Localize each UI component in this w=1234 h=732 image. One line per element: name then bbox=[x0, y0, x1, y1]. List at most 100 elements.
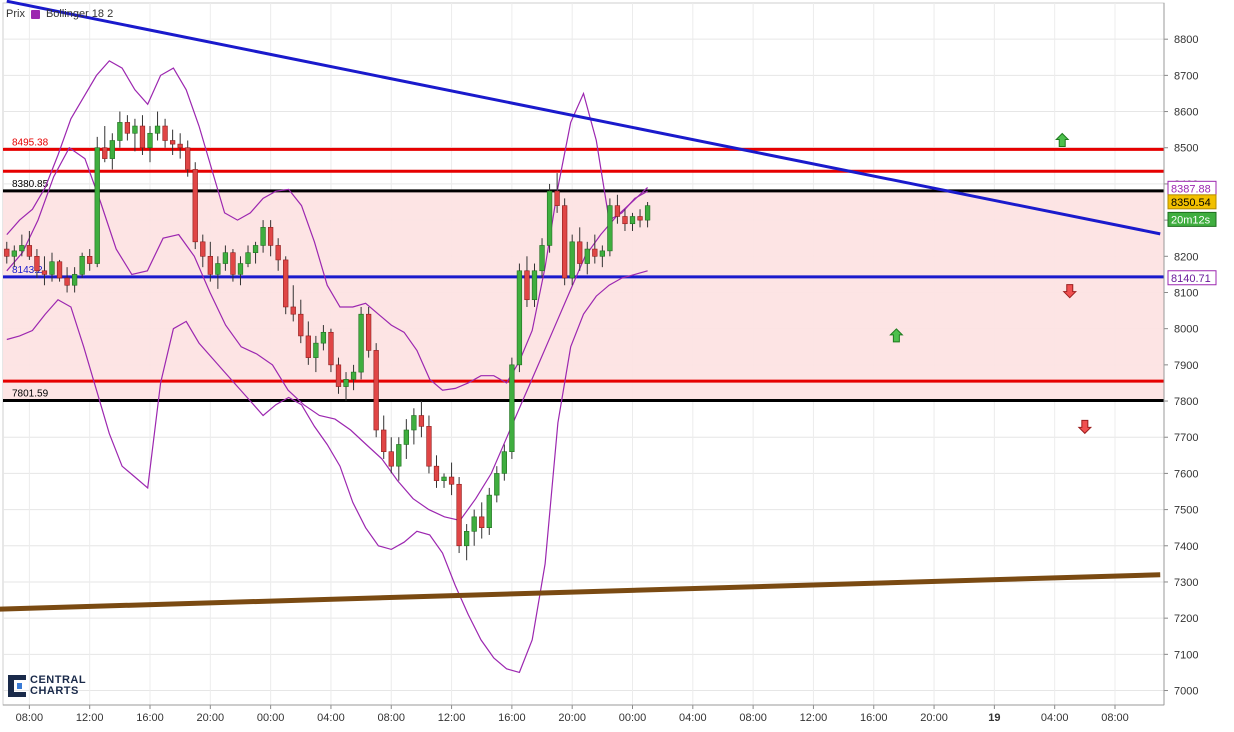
candle-body bbox=[622, 216, 628, 225]
signal-arrows bbox=[889, 132, 1093, 435]
x-tick-label: 00:00 bbox=[257, 712, 285, 724]
candle-body bbox=[215, 263, 221, 275]
candle-body bbox=[366, 313, 372, 351]
y-tick-label: 8700 bbox=[1174, 70, 1198, 82]
y-tick-label: 7700 bbox=[1174, 432, 1198, 444]
candle-body bbox=[350, 371, 357, 380]
y-tick-label: 8600 bbox=[1174, 107, 1198, 119]
candle-body bbox=[418, 415, 425, 427]
candle-body bbox=[644, 205, 651, 221]
price-tags: 8387.88 8350.54 20m12s 8140.71 bbox=[1167, 180, 1217, 286]
candle-body bbox=[562, 205, 568, 279]
candle-body bbox=[479, 516, 485, 528]
candle-body bbox=[162, 125, 168, 141]
candle-body bbox=[313, 342, 319, 358]
trend-lines bbox=[0, 0, 1161, 612]
candle-body bbox=[71, 274, 78, 286]
candle-body bbox=[441, 476, 447, 481]
x-tick-label: 08:00 bbox=[377, 712, 405, 724]
candle-body bbox=[185, 147, 191, 170]
candle-body bbox=[79, 255, 85, 275]
level-label: 8495.38 bbox=[12, 137, 49, 148]
candle-body bbox=[516, 270, 523, 366]
y-tick-label: 7900 bbox=[1174, 360, 1198, 372]
bollinger-bands bbox=[6, 60, 649, 674]
candle-body bbox=[109, 140, 115, 159]
candle-body bbox=[124, 122, 131, 134]
candle-body bbox=[554, 190, 560, 206]
candle-body bbox=[41, 270, 48, 275]
legend-indicator-label: Bollinger 18 2 bbox=[45, 8, 114, 20]
candle-body bbox=[207, 255, 213, 275]
candle-body bbox=[471, 516, 477, 532]
candle-body bbox=[252, 245, 259, 253]
candle-body bbox=[629, 216, 636, 225]
candle-body bbox=[531, 270, 538, 301]
candle-body bbox=[569, 241, 575, 279]
candle-body bbox=[260, 227, 266, 246]
x-tick-label: 19 bbox=[988, 712, 1000, 724]
candle-body bbox=[403, 429, 409, 445]
candle-body bbox=[192, 169, 198, 243]
candle-body bbox=[433, 465, 440, 481]
candle-body bbox=[49, 261, 55, 275]
y-tick-label: 7800 bbox=[1174, 396, 1198, 408]
candle-body bbox=[524, 270, 530, 301]
down-arrow-icon bbox=[1062, 284, 1077, 299]
candle-body bbox=[328, 331, 334, 366]
candle-body bbox=[388, 451, 394, 467]
candle-body bbox=[305, 335, 311, 358]
level-label: 7801.59 bbox=[12, 388, 49, 399]
candle-body bbox=[448, 476, 455, 485]
bollinger-upper-band bbox=[6, 60, 648, 391]
candle-body bbox=[501, 451, 507, 474]
candle-body bbox=[599, 250, 605, 257]
price-tag-label: 8140.71 bbox=[1171, 273, 1211, 285]
y-tick-label: 8000 bbox=[1174, 324, 1198, 336]
candle-body bbox=[592, 248, 598, 257]
candle-body bbox=[577, 241, 583, 264]
x-tick-label: 08:00 bbox=[1101, 712, 1129, 724]
candle-body bbox=[200, 241, 206, 257]
candle-body bbox=[117, 122, 123, 141]
y-tick-label: 7100 bbox=[1174, 649, 1198, 661]
up-arrow-icon bbox=[1055, 132, 1070, 148]
candle-body bbox=[102, 147, 108, 159]
candle-body bbox=[358, 313, 364, 373]
y-tick-label: 7400 bbox=[1174, 541, 1198, 553]
price-tag-box bbox=[1167, 270, 1217, 286]
level-label: 8143.2 bbox=[12, 265, 43, 276]
candle-body bbox=[509, 364, 515, 453]
y-tick-label: 8500 bbox=[1174, 143, 1198, 155]
candle-body bbox=[34, 255, 40, 272]
up-arrow-icon bbox=[889, 328, 904, 343]
candle-body bbox=[335, 364, 342, 387]
candle-body bbox=[456, 483, 462, 547]
x-tick-label: 00:00 bbox=[619, 712, 647, 724]
candle-body bbox=[267, 227, 274, 246]
x-tick-label: 16:00 bbox=[498, 712, 526, 724]
candle-body bbox=[177, 143, 183, 149]
candle-body bbox=[56, 261, 63, 279]
candle-body bbox=[147, 132, 153, 149]
x-tick-label: 16:00 bbox=[136, 712, 164, 724]
price-tag-label: 20m12s bbox=[1171, 214, 1211, 226]
legend-indicator-swatch bbox=[30, 9, 40, 19]
x-tick-label: 12:00 bbox=[76, 712, 104, 724]
support-resistance-zone bbox=[3, 190, 1164, 401]
candle-body bbox=[607, 205, 613, 252]
y-tick-label: 7200 bbox=[1174, 613, 1198, 625]
candle-body bbox=[320, 331, 327, 344]
x-tick-label: 16:00 bbox=[860, 712, 888, 724]
downtrend-line bbox=[6, 0, 1161, 236]
candle-body bbox=[19, 245, 25, 252]
candle-body bbox=[486, 494, 492, 528]
candle-body bbox=[290, 306, 296, 315]
candle-body bbox=[94, 147, 100, 264]
candle-body bbox=[494, 473, 500, 496]
candle-body bbox=[230, 252, 236, 275]
candle-body bbox=[169, 140, 176, 145]
price-tag-label: 8387.88 bbox=[1171, 183, 1211, 195]
candle-body bbox=[26, 245, 33, 257]
